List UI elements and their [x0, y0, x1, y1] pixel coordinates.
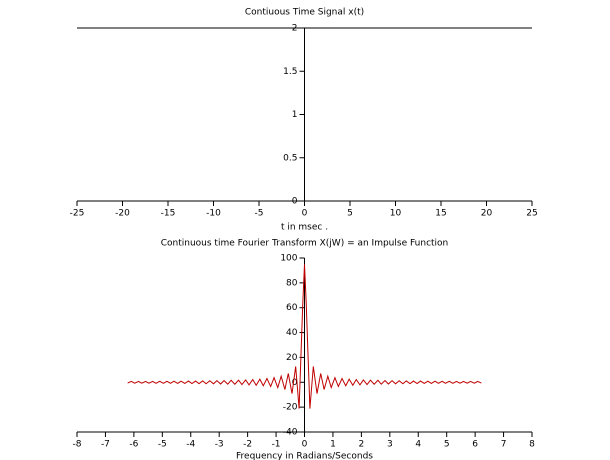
y-tick-label: 40	[286, 328, 298, 338]
data-line	[127, 264, 482, 409]
chart-title: Contiuous Time Signal x(t)	[245, 8, 364, 18]
chart-title: Continuous time Fourier Transform X(jW) …	[161, 239, 449, 249]
x-tick-label: 2	[359, 440, 365, 450]
y-tick-label: 1.5	[283, 67, 297, 77]
x-tick-label: -7	[101, 440, 110, 450]
x-tick-label: 10	[390, 209, 402, 219]
x-tick-label: -8	[73, 440, 82, 450]
x-tick-label: -20	[115, 209, 130, 219]
y-tick-label: 1	[292, 110, 298, 120]
x-tick-label: 15	[435, 209, 446, 219]
y-tick-label: 60	[286, 303, 298, 313]
x-tick-label: -6	[129, 440, 138, 450]
y-tick-label: 0	[292, 378, 298, 388]
x-axis-label: Frequency in Radians/Seconds	[236, 452, 373, 460]
x-tick-label: -4	[186, 440, 195, 450]
y-tick-label: 0	[292, 197, 298, 207]
x-tick-label: 20	[481, 209, 493, 219]
x-tick-label: 6	[472, 440, 478, 450]
x-tick-label: 8	[529, 440, 535, 450]
x-tick-label: 25	[526, 209, 537, 219]
x-tick-label: -15	[161, 209, 176, 219]
x-tick-label: 5	[444, 440, 450, 450]
y-tick-label: -40	[283, 428, 298, 438]
x-tick-label: -2	[243, 440, 252, 450]
x-tick-label: -3	[215, 440, 224, 450]
y-tick-label: 100	[280, 254, 297, 264]
x-tick-label: 4	[415, 440, 421, 450]
x-axis-label: t in msec .	[281, 223, 328, 233]
x-tick-label: -25	[70, 209, 85, 219]
y-tick-label: 0.5	[283, 153, 297, 163]
x-tick-label: -5	[255, 209, 264, 219]
y-tick-label: 80	[286, 278, 298, 288]
x-tick-label: 7	[501, 440, 507, 450]
x-tick-label: -10	[206, 209, 221, 219]
x-tick-label: 1	[330, 440, 336, 450]
x-tick-label: 5	[347, 209, 353, 219]
x-tick-label: 0	[302, 209, 308, 219]
y-tick-label: -20	[283, 403, 298, 413]
x-tick-label: 3	[387, 440, 393, 450]
y-tick-label: 20	[286, 353, 298, 363]
x-tick-label: -1	[272, 440, 281, 450]
x-tick-label: -5	[158, 440, 167, 450]
x-tick-label: 0	[302, 440, 308, 450]
